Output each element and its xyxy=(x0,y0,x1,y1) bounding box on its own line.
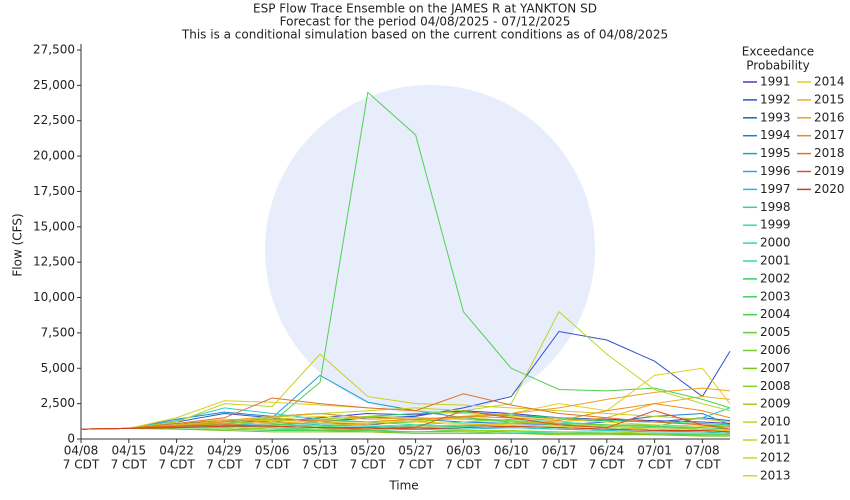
x-tick-label: 07/01 xyxy=(637,444,672,458)
legend-label: 1998 xyxy=(760,200,791,214)
legend-label: 2013 xyxy=(760,468,791,482)
x-tick-sublabel: 7 CDT xyxy=(684,458,721,472)
legend-label: 2015 xyxy=(814,92,845,106)
series-line xyxy=(80,410,731,430)
y-tick-label: 17,500 xyxy=(33,184,75,198)
y-tick-label: 25,000 xyxy=(33,78,75,92)
x-tick-label: 05/20 xyxy=(351,444,386,458)
chart-subtitle: Forecast for the period 04/08/2025 - 07/… xyxy=(280,15,571,29)
legend-label: 2003 xyxy=(760,289,791,303)
chart-title: ESP Flow Trace Ensemble on the JAMES R a… xyxy=(253,2,597,16)
legend-label: 2016 xyxy=(814,110,845,124)
x-tick-label: 05/13 xyxy=(303,444,338,458)
x-tick-sublabel: 7 CDT xyxy=(254,458,291,472)
legend-label: 2019 xyxy=(814,164,845,178)
x-tick-label: 05/06 xyxy=(255,444,290,458)
y-tick-label: 10,000 xyxy=(33,290,75,304)
legend-label: 2009 xyxy=(760,397,791,411)
x-tick-sublabel: 7 CDT xyxy=(589,458,626,472)
x-tick-label: 07/08 xyxy=(685,444,720,458)
x-tick-label: 06/24 xyxy=(590,444,625,458)
legend-label: 2017 xyxy=(814,128,845,142)
y-tick-label: 5,000 xyxy=(41,361,75,375)
legend-label: 2001 xyxy=(760,254,791,268)
y-tick-label: 15,000 xyxy=(33,219,75,233)
watermark xyxy=(265,85,595,415)
legend-label: 2008 xyxy=(760,379,791,393)
y-tick-label: 22,500 xyxy=(33,113,75,127)
x-tick-label: 05/27 xyxy=(398,444,433,458)
legend-label: 2018 xyxy=(814,146,845,160)
legend-title: Exceedance xyxy=(742,45,814,59)
x-tick-label: 06/03 xyxy=(446,444,481,458)
x-tick-label: 04/29 xyxy=(207,444,242,458)
x-tick-sublabel: 7 CDT xyxy=(541,458,578,472)
legend-label: 2006 xyxy=(760,343,791,357)
x-tick-sublabel: 7 CDT xyxy=(302,458,339,472)
legend-label: 2010 xyxy=(760,415,791,429)
legend-label: 2012 xyxy=(760,450,791,464)
legend-label: 1993 xyxy=(760,110,791,124)
legend-label: 2007 xyxy=(760,361,791,375)
legend-label: 1996 xyxy=(760,164,791,178)
legend-label: 1997 xyxy=(760,182,791,196)
legend-label: 2011 xyxy=(760,433,791,447)
series-line xyxy=(80,403,731,430)
x-tick-sublabel: 7 CDT xyxy=(397,458,434,472)
legend-label: 1994 xyxy=(760,128,791,142)
x-tick-sublabel: 7 CDT xyxy=(350,458,387,472)
legend-label: 2004 xyxy=(760,307,791,321)
x-axis-label: Time xyxy=(388,479,418,493)
x-tick-label: 04/15 xyxy=(112,444,147,458)
y-tick-label: 20,000 xyxy=(33,149,75,163)
x-tick-label: 06/10 xyxy=(494,444,529,458)
x-tick-label: 04/22 xyxy=(159,444,194,458)
legend-label: 2000 xyxy=(760,236,791,250)
legend-label: 1991 xyxy=(760,75,791,89)
legend-label: 2020 xyxy=(814,182,845,196)
x-tick-label: 04/08 xyxy=(64,444,99,458)
legend-title: Probability xyxy=(746,59,809,73)
series-line xyxy=(80,393,731,430)
series-line xyxy=(80,353,731,430)
x-tick-sublabel: 7 CDT xyxy=(493,458,530,472)
x-tick-sublabel: 7 CDT xyxy=(111,458,148,472)
series-line xyxy=(80,425,731,433)
y-tick-label: 0 xyxy=(67,432,75,446)
legend-label: 2014 xyxy=(814,75,845,89)
legend-label: 2002 xyxy=(760,271,791,285)
x-tick-sublabel: 7 CDT xyxy=(206,458,243,472)
x-tick-sublabel: 7 CDT xyxy=(636,458,673,472)
y-tick-label: 7,500 xyxy=(41,325,75,339)
y-tick-label: 2,500 xyxy=(41,396,75,410)
x-tick-sublabel: 7 CDT xyxy=(445,458,482,472)
legend-label: 1992 xyxy=(760,92,791,106)
x-tick-sublabel: 7 CDT xyxy=(63,458,100,472)
x-tick-label: 06/17 xyxy=(542,444,577,458)
x-tick-sublabel: 7 CDT xyxy=(158,458,195,472)
legend-label: 1999 xyxy=(760,218,791,232)
legend-label: 1995 xyxy=(760,146,791,160)
legend-label: 2005 xyxy=(760,325,791,339)
series-line xyxy=(80,427,730,437)
chart-note: This is a conditional simulation based o… xyxy=(181,28,668,42)
y-axis-label: Flow (CFS) xyxy=(11,213,25,276)
y-tick-label: 27,500 xyxy=(33,43,75,57)
y-tick-label: 12,500 xyxy=(33,255,75,269)
